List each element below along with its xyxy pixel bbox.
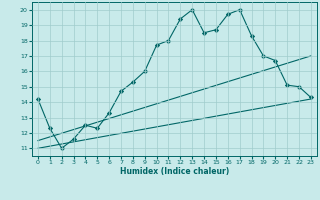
X-axis label: Humidex (Indice chaleur): Humidex (Indice chaleur) xyxy=(120,167,229,176)
